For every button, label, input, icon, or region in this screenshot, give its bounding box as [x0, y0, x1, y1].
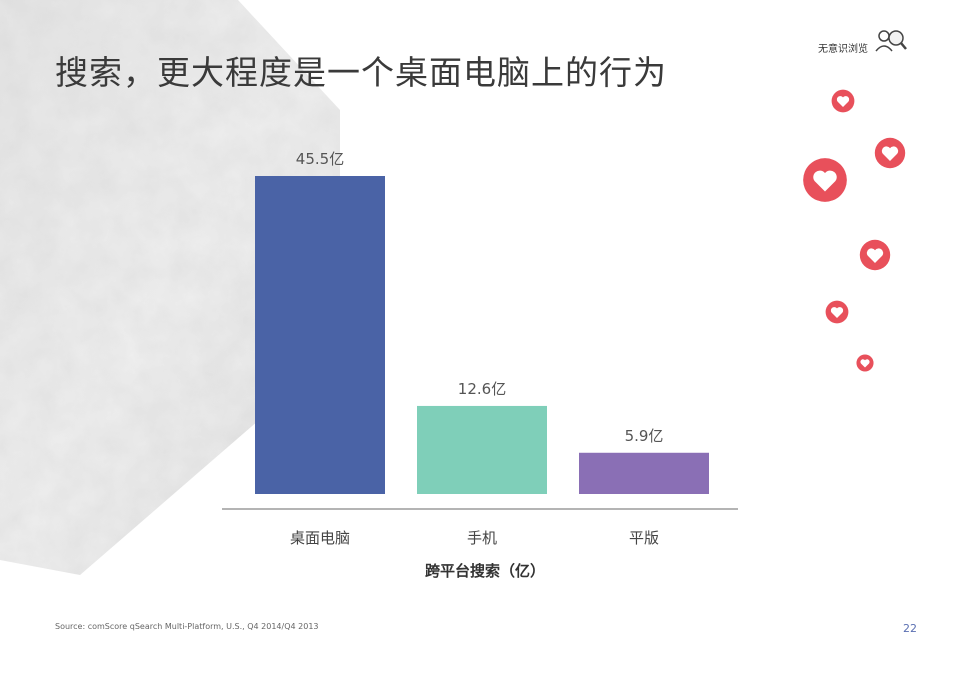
- heart-icon: [803, 158, 847, 202]
- bar-1: [255, 176, 385, 494]
- heart-icon: [874, 137, 906, 169]
- heart-icon: [831, 89, 855, 113]
- person-search-icon: [875, 30, 907, 52]
- data-label-2: 12.6亿: [458, 380, 506, 398]
- category-label-3: 平版: [629, 529, 659, 547]
- source-note: Source: comScore qSearch Multi-Platform,…: [55, 622, 319, 631]
- bar-3: [579, 452, 709, 494]
- category-label-1: 桌面电脑: [290, 529, 350, 547]
- category-label-2: 手机: [467, 529, 497, 547]
- data-label-3: 5.9亿: [625, 427, 664, 445]
- data-label-1: 45.5亿: [296, 150, 344, 168]
- page-title: 搜索，更大程度是一个桌面电脑上的行为: [55, 53, 667, 92]
- heart-icon: [859, 239, 891, 271]
- bar-2: [417, 405, 547, 494]
- heart-icon: [825, 300, 849, 324]
- heart-icon: [856, 354, 874, 372]
- page-number: 22: [903, 622, 917, 635]
- x-axis-label: 跨平台搜索（亿）: [424, 562, 545, 580]
- brand-name: 无意识浏览: [818, 44, 868, 55]
